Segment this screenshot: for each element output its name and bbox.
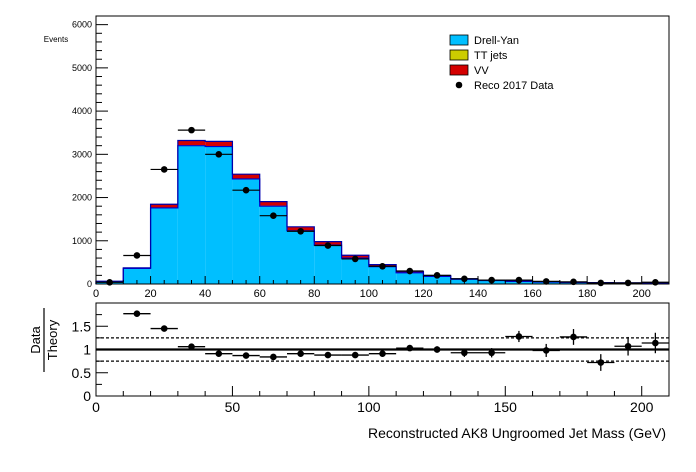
data-point-13 bbox=[461, 275, 468, 283]
top-ytick-label-6000: 6000 bbox=[72, 20, 92, 30]
top-ytick-label-0: 0 bbox=[87, 279, 92, 289]
bottom-xtick-label-0: 0 bbox=[92, 399, 100, 415]
ratio-point-11 bbox=[433, 346, 441, 353]
top-ytick-label-2000: 2000 bbox=[72, 193, 92, 203]
bar-drell-yan-bin-1 bbox=[123, 268, 151, 284]
top-xtick-label-160: 160 bbox=[523, 288, 541, 300]
data-point-3 bbox=[188, 126, 195, 134]
bottom-xtick-label-200: 200 bbox=[630, 399, 654, 415]
legend-swatch-drell-yan bbox=[449, 34, 469, 46]
legend-label-tt-jets: TT jets bbox=[474, 50, 508, 62]
x-axis-label: Reconstructed AK8 Ungroomed Jet Mass (Ge… bbox=[368, 425, 666, 441]
ratio-point-7 bbox=[324, 351, 332, 359]
bottom-xtick-label-150: 150 bbox=[494, 399, 518, 415]
ratio-point-5 bbox=[270, 353, 277, 361]
ratio-point-18 bbox=[624, 342, 632, 350]
bar-drell-yan-bin-6 bbox=[259, 206, 287, 284]
main-histogram-panel: 0 20 40 60 80 100 120 140 160 180 2000100020003000… bbox=[44, 15, 670, 300]
top-xtick-label-180: 180 bbox=[578, 288, 596, 300]
ratio-point-14 bbox=[515, 333, 523, 340]
legend-marker-data bbox=[455, 81, 463, 89]
ratio-point-4 bbox=[242, 352, 250, 359]
bar-drell-yan-bin-4 bbox=[205, 146, 233, 284]
ratio-panel: 0 50 100 150 200 0 0.5 1 1.5 Data Theory Reconst… bbox=[28, 302, 670, 441]
top-xtick-label-100: 100 bbox=[360, 288, 378, 300]
bar-drell-yan-bin-7 bbox=[287, 230, 315, 284]
data-point-5 bbox=[242, 186, 250, 194]
data-point-11 bbox=[406, 267, 414, 275]
bar-vv-bin-5 bbox=[232, 174, 260, 179]
ratio-point-12 bbox=[461, 349, 468, 357]
ratio-point-1 bbox=[160, 325, 168, 332]
data-point-9 bbox=[351, 255, 359, 263]
ratio-points bbox=[123, 310, 669, 371]
top-ytick-label-1000: 1000 bbox=[72, 236, 92, 246]
data-point-12 bbox=[433, 272, 441, 279]
top-xtick-label-120: 120 bbox=[414, 288, 432, 300]
bar-drell-yan-bin-3 bbox=[177, 145, 206, 284]
top-xtick-label-60: 60 bbox=[254, 288, 266, 300]
ratio-point-8 bbox=[351, 351, 359, 359]
top-ytick-label-3000: 3000 bbox=[72, 149, 92, 159]
ratio-point-2 bbox=[188, 343, 195, 351]
ratio-point-17 bbox=[597, 359, 605, 366]
legend-swatch-tt-jets bbox=[449, 49, 469, 61]
data-point-2 bbox=[160, 166, 168, 173]
bottom-ytick-label-3: 1.5 bbox=[72, 318, 92, 334]
bar-drell-yan-bin-8 bbox=[314, 245, 342, 284]
ratio-point-15 bbox=[542, 347, 550, 354]
bottom-xtick-label-50: 50 bbox=[225, 399, 241, 415]
legend-swatch-vv bbox=[449, 64, 469, 76]
bar-drell-yan-bin-9 bbox=[341, 258, 369, 284]
data-point-8 bbox=[324, 242, 332, 249]
bottom-ytick-label-0: 0 bbox=[83, 388, 91, 404]
bottom-ytick-label-1: 0.5 bbox=[72, 365, 92, 381]
ratio-point-19 bbox=[652, 339, 659, 347]
bar-vv-bin-2 bbox=[150, 204, 178, 208]
bar-vv-bin-6 bbox=[259, 201, 287, 206]
ratio-y-axis-label: Data Theory bbox=[28, 308, 60, 372]
legend-label-data: Reco 2017 Data bbox=[474, 80, 554, 92]
top-xtick-label-80: 80 bbox=[308, 288, 320, 300]
bar-drell-yan-bin-11 bbox=[396, 272, 424, 284]
top-ytick-label-4000: 4000 bbox=[72, 106, 92, 116]
bar-drell-yan-bin-5 bbox=[232, 178, 260, 284]
bottom-xtick-label-100: 100 bbox=[357, 399, 381, 415]
ratio-point-9 bbox=[379, 350, 386, 357]
legend-label-vv: VV bbox=[474, 65, 489, 77]
bar-drell-yan-bin-2 bbox=[150, 207, 178, 284]
ratio-point-16 bbox=[570, 333, 577, 341]
ratio-point-3 bbox=[215, 350, 223, 357]
top-xtick-label-40: 40 bbox=[199, 288, 211, 300]
bar-vv-bin-3 bbox=[177, 140, 206, 146]
data-point-1 bbox=[133, 252, 141, 259]
top-xtick-label-0: 0 bbox=[93, 288, 99, 300]
data-point-7 bbox=[297, 227, 304, 235]
main-panel-axes: 0 20 40 60 80 100 120 140 160 180 2000100020003000… bbox=[72, 20, 656, 300]
data-point-10 bbox=[379, 262, 386, 270]
bottom-ytick-label-2: 1 bbox=[83, 342, 91, 358]
legend: Drell-Yan TT jets VV Reco 2017 Data bbox=[449, 34, 554, 92]
ratio-point-10 bbox=[406, 344, 414, 352]
bar-vv-bin-4 bbox=[205, 141, 233, 147]
top-ytick-label-5000: 5000 bbox=[72, 63, 92, 73]
top-xtick-label-140: 140 bbox=[469, 288, 487, 300]
ratio-panel-axes: 0 50 100 150 200 0 0.5 1 1.5 bbox=[72, 314, 654, 415]
ratio-label-denominator: Theory bbox=[45, 319, 60, 360]
ratio-point-0 bbox=[133, 310, 141, 317]
top-xtick-label-20: 20 bbox=[144, 288, 156, 300]
data-point-4 bbox=[215, 151, 223, 158]
ratio-point-13 bbox=[488, 349, 495, 357]
ratio-point-6 bbox=[297, 350, 304, 357]
data-point-6 bbox=[270, 212, 277, 220]
ratio-label-numerator: Data bbox=[28, 326, 43, 354]
top-xtick-label-200: 200 bbox=[633, 288, 651, 300]
bar-drell-yan-bin-10 bbox=[368, 266, 397, 284]
y-axis-label: Events bbox=[44, 35, 68, 44]
legend-label-drell-yan: Drell-Yan bbox=[474, 35, 519, 47]
